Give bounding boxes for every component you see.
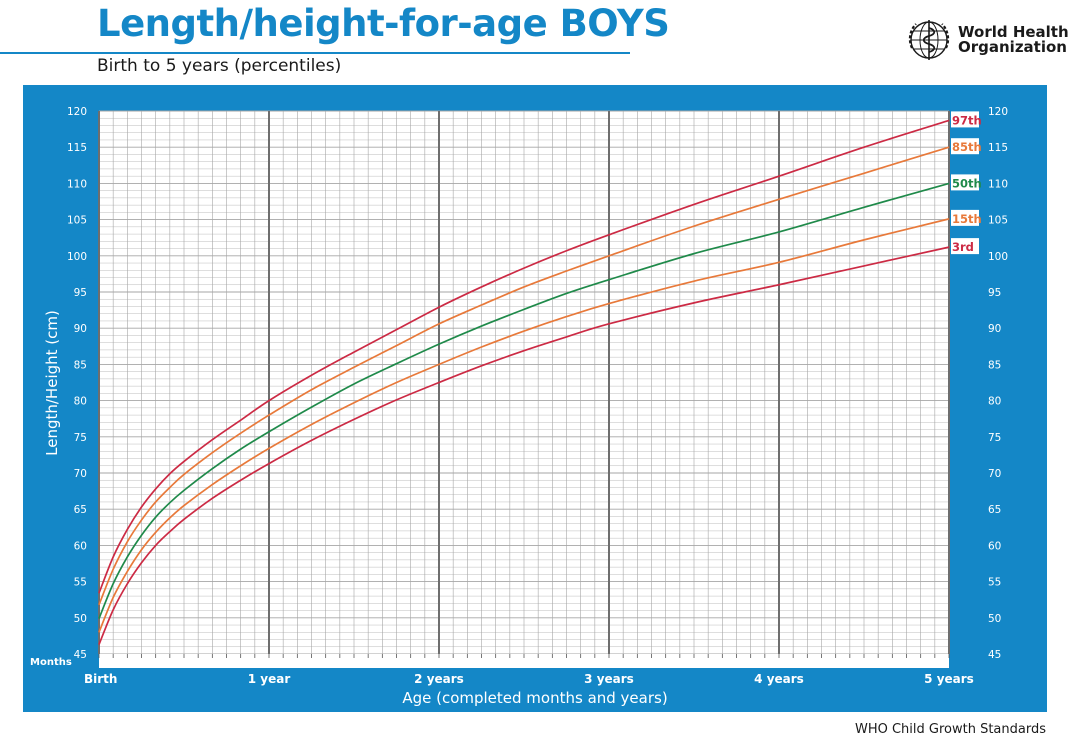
y-tick-label-right: 80 [988,396,1001,408]
percentile-label-bg [951,209,979,226]
y-tick-label-right: 95 [988,287,1001,299]
month-tick-label: 6 [691,657,698,668]
y-tick-label-right: 75 [988,432,1001,444]
y-tick-label-left: 45 [74,649,87,661]
y-tick-label-right: 60 [988,540,1001,552]
y-tick-label-left: 95 [74,287,87,299]
chart-subtitle: Birth to 5 years (percentiles) [97,56,342,76]
percentile-label-3rd: 3rd [952,240,974,254]
y-tick-label-left: 100 [67,251,87,263]
y-tick-label-left: 110 [67,178,87,190]
month-tick-label: 8 [209,657,216,668]
month-tick-label: 6 [351,657,358,668]
months-row-label: Months [30,657,72,668]
y-tick-label-left: 70 [74,468,87,480]
x-axis-title: Age (completed months and years) [402,689,667,707]
y-axis-title: Length/Height (cm) [43,310,61,456]
y-tick-label-left: 115 [67,142,87,154]
month-tick-label: 2 [124,657,131,668]
month-tick-label: 4 [492,657,499,668]
y-tick-label-left: 80 [74,396,87,408]
y-tick-label-right: 120 [988,106,1008,118]
y-tick-label-right: 90 [988,323,1001,335]
month-tick-label: 6 [521,657,528,668]
year-label: 5 years [924,672,974,686]
who-logo-text: World Health Organization [958,25,1069,55]
percentile-line-50th [98,182,950,619]
percentile-label-85th: 85th [952,140,982,154]
y-tick-label-left: 85 [74,359,87,371]
year-label: 3 years [584,672,634,686]
month-tick-label: 2 [634,657,641,668]
who-emblem-icon [908,20,950,60]
month-tick-label: 10 [744,657,758,668]
percentile-line-97th [98,119,950,594]
month-tick-label: 4 [152,657,159,668]
y-tick-label-left: 55 [74,577,87,589]
year-label: 4 years [754,672,804,686]
percentile-line-3rd [98,246,950,645]
y-tick-label-left: 65 [74,504,87,516]
month-tick-label: 10 [234,657,248,668]
month-tick-label: 6 [181,657,188,668]
chart-title: Length/height-for-age BOYS [97,2,670,45]
y-tick-label-right: 110 [988,178,1008,190]
y-tick-label-left: 105 [67,215,87,227]
percentile-label-50th: 50th [952,176,982,190]
year-label: 1 year [248,672,291,686]
percentile-line-85th [98,146,950,606]
y-tick-label-right: 65 [988,504,1001,516]
month-tick-label: 2 [464,657,471,668]
y-tick-label-right: 45 [988,649,1001,661]
month-tick-label: 10 [404,657,418,668]
month-tick-label: 2 [804,657,811,668]
month-tick-label: 8 [719,657,726,668]
y-tick-label-right: 50 [988,613,1001,625]
y-tick-label-right: 100 [988,251,1008,263]
y-tick-label-right: 70 [988,468,1001,480]
year-label: 2 years [414,672,464,686]
y-tick-label-right: 85 [988,359,1001,371]
month-tick-label: 8 [549,657,556,668]
month-tick-label: 4 [662,657,669,668]
percentile-label-15th: 15th [952,212,982,226]
y-tick-label-left: 75 [74,432,87,444]
who-logo: World Health Organization [906,18,1069,62]
percentile-label-bg [951,111,979,128]
percentile-label-bg [951,238,979,255]
percentile-label-bg [951,138,979,155]
y-tick-label-right: 115 [988,142,1008,154]
y-tick-label-right: 55 [988,577,1001,589]
y-tick-label-left: 50 [74,613,87,625]
percentile-label-bg [951,174,979,191]
year-label: Birth [84,672,117,686]
who-logo-line-1: World Health [958,23,1069,41]
month-tick-label: 10 [914,657,928,668]
y-tick-label-left: 90 [74,323,87,335]
who-logo-line-2: Organization [958,38,1067,56]
y-tick-label-left: 60 [74,540,87,552]
y-tick-label-right: 105 [988,215,1008,227]
percentile-line-15th [98,218,950,633]
month-tick-label: 6 [861,657,868,668]
month-tick-label: 8 [889,657,896,668]
y-tick-label-left: 120 [67,106,87,118]
month-tick-label: 4 [832,657,839,668]
percentile-label-97th: 97th [952,113,982,127]
month-tick-label: 10 [574,657,588,668]
month-tick-label: 8 [379,657,386,668]
source-footer: WHO Child Growth Standards [854,722,1046,737]
month-tick-label: 2 [294,657,301,668]
title-rule [0,52,630,54]
month-tick-label: 4 [322,657,329,668]
